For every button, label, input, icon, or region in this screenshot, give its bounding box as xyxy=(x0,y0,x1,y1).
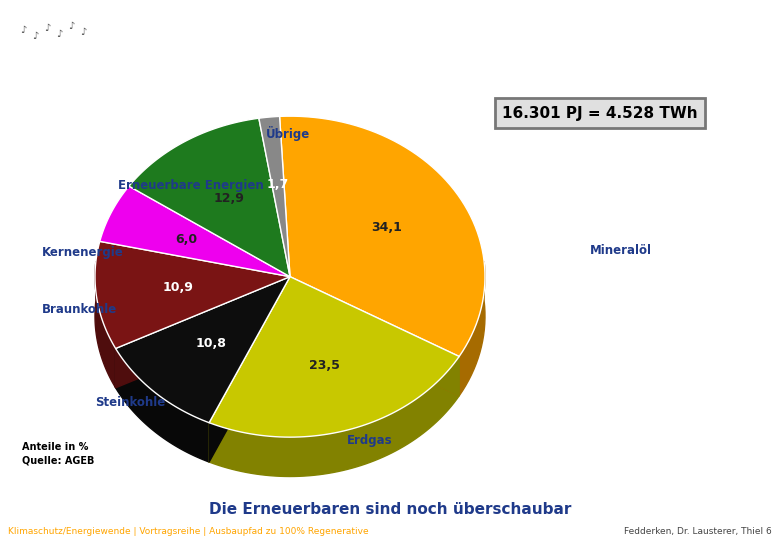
Text: Übrige: Übrige xyxy=(266,126,310,141)
Text: 23,5: 23,5 xyxy=(309,359,340,372)
Text: Erneuerbare Energien: Erneuerbare Energien xyxy=(118,179,264,192)
Text: ♪: ♪ xyxy=(68,21,74,31)
Text: Mineralöl: Mineralöl xyxy=(590,244,652,257)
Text: Braunkohle: Braunkohle xyxy=(42,303,117,316)
Polygon shape xyxy=(129,118,290,276)
Text: ♪: ♪ xyxy=(32,31,38,41)
Polygon shape xyxy=(290,276,459,396)
Text: Kernenergie: Kernenergie xyxy=(42,246,124,259)
Polygon shape xyxy=(209,356,459,476)
Text: 12,9: 12,9 xyxy=(214,192,245,205)
Text: ♪: ♪ xyxy=(80,27,86,37)
Polygon shape xyxy=(279,116,485,356)
Polygon shape xyxy=(209,276,290,462)
Polygon shape xyxy=(459,261,485,396)
Text: 6,0: 6,0 xyxy=(176,233,197,246)
Text: Fedderken, Dr. Lausterer, Thiel 6: Fedderken, Dr. Lausterer, Thiel 6 xyxy=(625,527,772,536)
Text: Energieträger: Energieträger xyxy=(107,50,243,68)
Text: ♪: ♪ xyxy=(56,29,62,38)
Text: ♪: ♪ xyxy=(44,23,50,33)
Text: Primärenergieverbrauch in Deutschland 2017: Primärenergieverbrauch in Deutschland 20… xyxy=(107,15,555,33)
Polygon shape xyxy=(115,276,290,388)
Polygon shape xyxy=(290,276,459,396)
Polygon shape xyxy=(115,276,290,388)
Polygon shape xyxy=(209,276,290,462)
Polygon shape xyxy=(100,186,290,276)
Text: 10,9: 10,9 xyxy=(162,281,193,294)
Text: 1,7: 1,7 xyxy=(267,178,289,191)
Polygon shape xyxy=(259,117,290,276)
Text: Erdgas: Erdgas xyxy=(347,434,393,447)
Polygon shape xyxy=(115,348,209,462)
Text: Die Erneuerbaren sind noch überschaubar: Die Erneuerbaren sind noch überschaubar xyxy=(209,502,571,517)
Text: Anteile in %
Quelle: AGEB: Anteile in % Quelle: AGEB xyxy=(22,442,94,465)
Polygon shape xyxy=(115,276,290,423)
Text: ♪: ♪ xyxy=(20,25,27,35)
Text: 10,8: 10,8 xyxy=(196,337,227,350)
Text: 16.301 PJ = 4.528 TWh: 16.301 PJ = 4.528 TWh xyxy=(502,105,698,120)
Text: Klimaschutz/Energiewende | Vortragsreihe | Ausbaupfad zu 100% Regenerative: Klimaschutz/Energiewende | Vortragsreihe… xyxy=(8,527,368,536)
Text: 34,1: 34,1 xyxy=(370,221,402,234)
Polygon shape xyxy=(209,276,459,437)
Polygon shape xyxy=(95,261,115,388)
Text: Steinkohle: Steinkohle xyxy=(95,396,165,409)
Polygon shape xyxy=(95,241,290,348)
